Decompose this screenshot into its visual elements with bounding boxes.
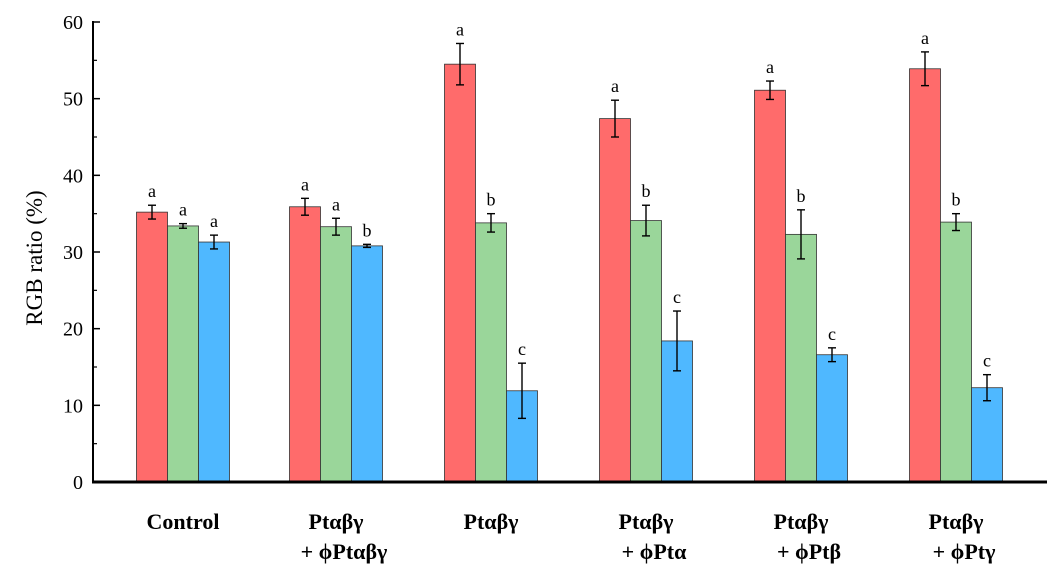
category-label: + ϕPtα <box>622 539 688 564</box>
category-label: + ϕPtβ <box>777 539 841 564</box>
bar <box>909 68 941 483</box>
bar <box>351 245 383 483</box>
category-label: + ϕPtγ <box>933 539 996 564</box>
bar <box>136 211 168 483</box>
y-tick-label: 40 <box>63 165 83 187</box>
category-label: Control <box>147 509 220 534</box>
significance-letter: a <box>148 181 156 201</box>
significance-letter: c <box>983 351 991 371</box>
bar <box>167 225 199 483</box>
significance-letter: a <box>611 76 619 96</box>
y-tick-label: 20 <box>63 319 83 341</box>
bar <box>940 221 972 483</box>
y-tick-label: 10 <box>63 395 83 417</box>
significance-letter: a <box>921 28 929 48</box>
significance-letter: b <box>642 181 651 201</box>
bar <box>289 206 321 483</box>
category-label: Ptαβγ <box>929 509 984 534</box>
significance-letter: c <box>673 287 681 307</box>
y-tick-label: 50 <box>63 89 83 111</box>
bar <box>785 233 817 483</box>
significance-letter: c <box>518 339 526 359</box>
significance-letter: b <box>363 220 372 240</box>
significance-letter: a <box>332 194 340 214</box>
y-tick-label: 0 <box>73 472 83 494</box>
bar <box>599 118 631 483</box>
significance-letter: a <box>766 57 774 77</box>
significance-letter: a <box>301 174 309 194</box>
category-labels: Control Ptαβγ + ϕPtαβγ Ptαβγ Ptαβγ + ϕPtα Ptαβ… <box>147 509 996 564</box>
significance-letter: b <box>797 186 806 206</box>
category-label: Ptαβγ <box>619 509 674 534</box>
significance-letter: a <box>179 200 187 220</box>
significance-letter: c <box>828 324 836 344</box>
bar <box>971 387 1003 483</box>
y-axis-label: RGB ratio (%) <box>22 190 47 325</box>
significance-letter: b <box>487 190 496 210</box>
bars-layer: a a a a a b a b c a b c a b c a b c <box>136 19 1003 483</box>
significance-letter: a <box>210 211 218 231</box>
significance-letter: a <box>456 19 464 39</box>
category-label: + ϕPtαβγ <box>301 539 388 564</box>
category-label: Ptαβγ <box>464 509 519 534</box>
bar <box>475 222 507 483</box>
category-label: Ptαβγ <box>774 509 829 534</box>
significance-letter: b <box>952 190 961 210</box>
y-tick-label: 60 <box>63 12 83 34</box>
bar <box>320 226 352 483</box>
bar <box>754 89 786 483</box>
bar <box>444 63 476 483</box>
category-label: Ptαβγ <box>309 509 364 534</box>
bar <box>630 220 662 483</box>
axes-layer: 0 10 20 30 40 50 60 <box>63 12 1047 494</box>
bar <box>198 241 230 483</box>
bar <box>816 354 848 483</box>
y-tick-label: 30 <box>63 242 83 264</box>
bar <box>661 340 693 483</box>
